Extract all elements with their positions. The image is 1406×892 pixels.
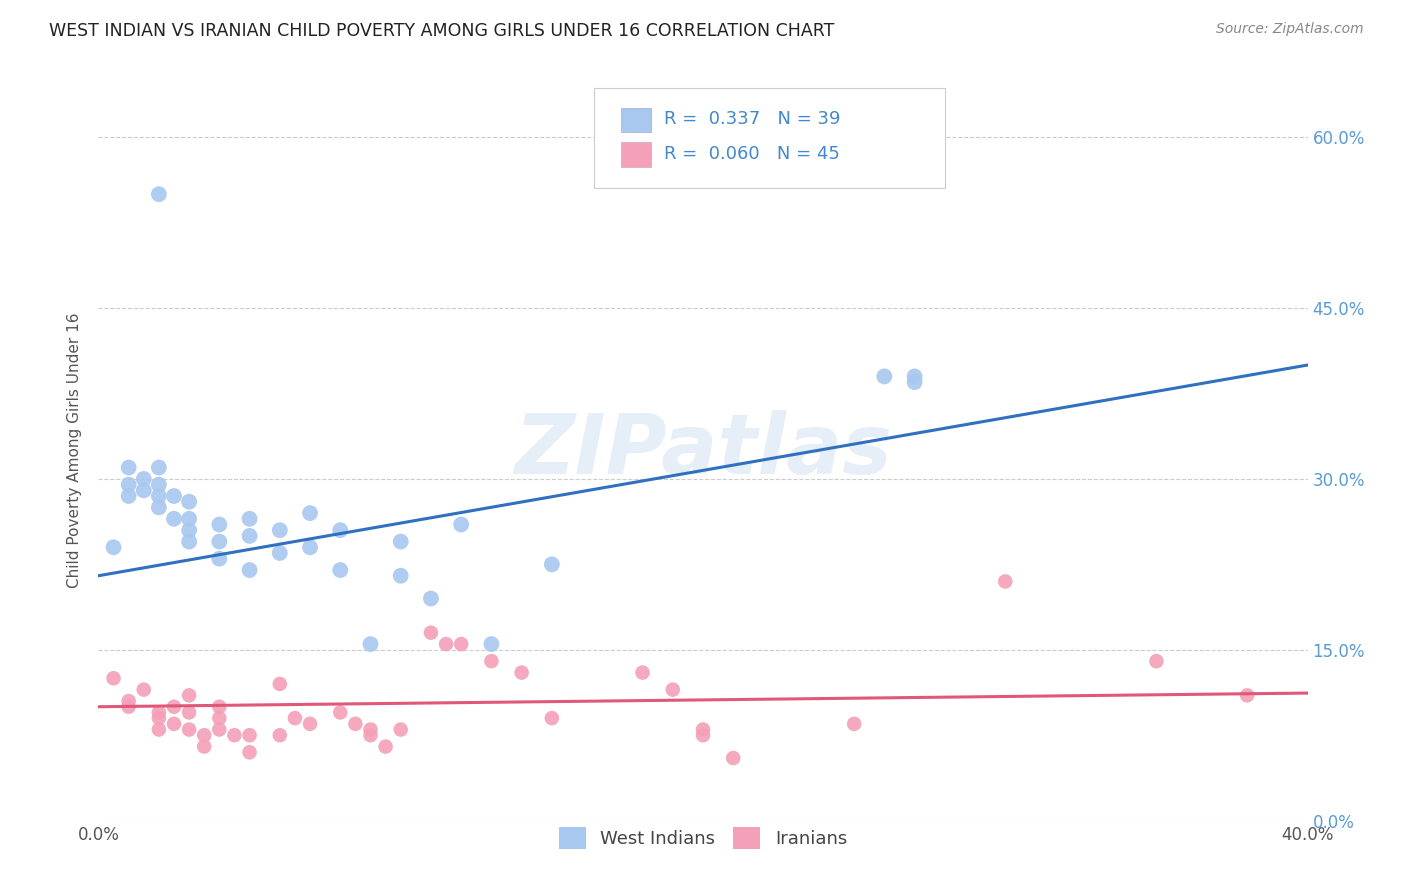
Point: [179, 512, 201, 526]
Point: [148, 711, 170, 725]
Point: [208, 551, 231, 566]
Point: [179, 494, 201, 508]
Legend: West Indians, Iranians: West Indians, Iranians: [551, 820, 855, 856]
Point: [132, 682, 155, 697]
Point: [208, 534, 231, 549]
Point: [1144, 654, 1167, 668]
Point: [148, 489, 170, 503]
Point: [723, 751, 745, 765]
Point: [208, 711, 231, 725]
Text: Source: ZipAtlas.com: Source: ZipAtlas.com: [1216, 22, 1364, 37]
Point: [132, 483, 155, 498]
Point: [450, 517, 472, 532]
Point: [148, 187, 170, 202]
Point: [360, 723, 382, 737]
Point: [208, 517, 231, 532]
Point: [692, 723, 714, 737]
Point: [540, 711, 562, 725]
Point: [904, 369, 927, 384]
Point: [163, 512, 186, 526]
Point: [148, 477, 170, 491]
Point: [329, 706, 352, 720]
Point: [269, 523, 291, 537]
Point: [450, 637, 472, 651]
Point: [360, 728, 382, 742]
Point: [299, 716, 322, 731]
Text: R =  0.060   N = 45: R = 0.060 N = 45: [664, 145, 841, 163]
Point: [344, 716, 367, 731]
Point: [661, 682, 683, 697]
Point: [179, 523, 201, 537]
Point: [193, 728, 215, 742]
Text: WEST INDIAN VS IRANIAN CHILD POVERTY AMONG GIRLS UNDER 16 CORRELATION CHART: WEST INDIAN VS IRANIAN CHILD POVERTY AMO…: [49, 22, 835, 40]
Point: [239, 728, 262, 742]
Point: [148, 500, 170, 515]
Point: [873, 369, 896, 384]
Point: [148, 460, 170, 475]
Point: [269, 546, 291, 560]
Point: [239, 745, 262, 759]
Text: ZIPatlas: ZIPatlas: [515, 410, 891, 491]
Point: [103, 541, 125, 555]
Point: [163, 489, 186, 503]
Point: [420, 625, 443, 640]
Point: [481, 637, 503, 651]
Point: [904, 375, 927, 389]
Point: [179, 723, 201, 737]
Point: [103, 671, 125, 685]
Point: [269, 728, 291, 742]
FancyBboxPatch shape: [621, 143, 651, 167]
FancyBboxPatch shape: [595, 87, 945, 187]
Point: [434, 637, 457, 651]
Point: [118, 699, 141, 714]
Point: [118, 694, 141, 708]
Point: [148, 723, 170, 737]
Point: [692, 728, 714, 742]
Point: [118, 489, 141, 503]
Point: [1236, 689, 1258, 703]
Point: [284, 711, 307, 725]
Point: [510, 665, 533, 680]
Point: [374, 739, 396, 754]
Point: [118, 477, 141, 491]
Point: [179, 706, 201, 720]
Point: [208, 699, 231, 714]
Point: [389, 568, 412, 582]
Text: R =  0.337   N = 39: R = 0.337 N = 39: [664, 110, 841, 128]
Point: [631, 665, 654, 680]
Point: [269, 677, 291, 691]
Point: [420, 591, 443, 606]
Point: [132, 472, 155, 486]
Point: [389, 534, 412, 549]
Point: [360, 637, 382, 651]
Point: [389, 723, 412, 737]
Point: [239, 512, 262, 526]
Point: [179, 534, 201, 549]
Point: [329, 563, 352, 577]
Point: [208, 723, 231, 737]
Point: [994, 574, 1017, 589]
Point: [299, 506, 322, 520]
Point: [239, 563, 262, 577]
Point: [329, 523, 352, 537]
Point: [118, 460, 141, 475]
Point: [239, 529, 262, 543]
Point: [179, 689, 201, 703]
Point: [163, 716, 186, 731]
Point: [540, 558, 562, 572]
FancyBboxPatch shape: [621, 108, 651, 132]
Point: [163, 699, 186, 714]
Point: [193, 739, 215, 754]
Y-axis label: Child Poverty Among Girls Under 16: Child Poverty Among Girls Under 16: [67, 313, 83, 588]
Point: [148, 706, 170, 720]
Point: [224, 728, 246, 742]
Point: [844, 716, 866, 731]
Point: [299, 541, 322, 555]
Point: [481, 654, 503, 668]
